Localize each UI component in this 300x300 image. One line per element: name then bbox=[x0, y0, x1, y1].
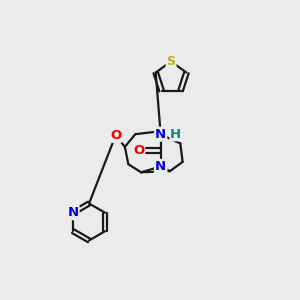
Text: N: N bbox=[155, 160, 166, 173]
Text: O: O bbox=[110, 129, 121, 142]
Text: O: O bbox=[133, 144, 144, 157]
Text: N: N bbox=[155, 128, 166, 141]
Text: N: N bbox=[68, 206, 79, 219]
Text: S: S bbox=[167, 55, 176, 68]
Text: N: N bbox=[155, 160, 166, 173]
Text: H: H bbox=[170, 128, 181, 141]
